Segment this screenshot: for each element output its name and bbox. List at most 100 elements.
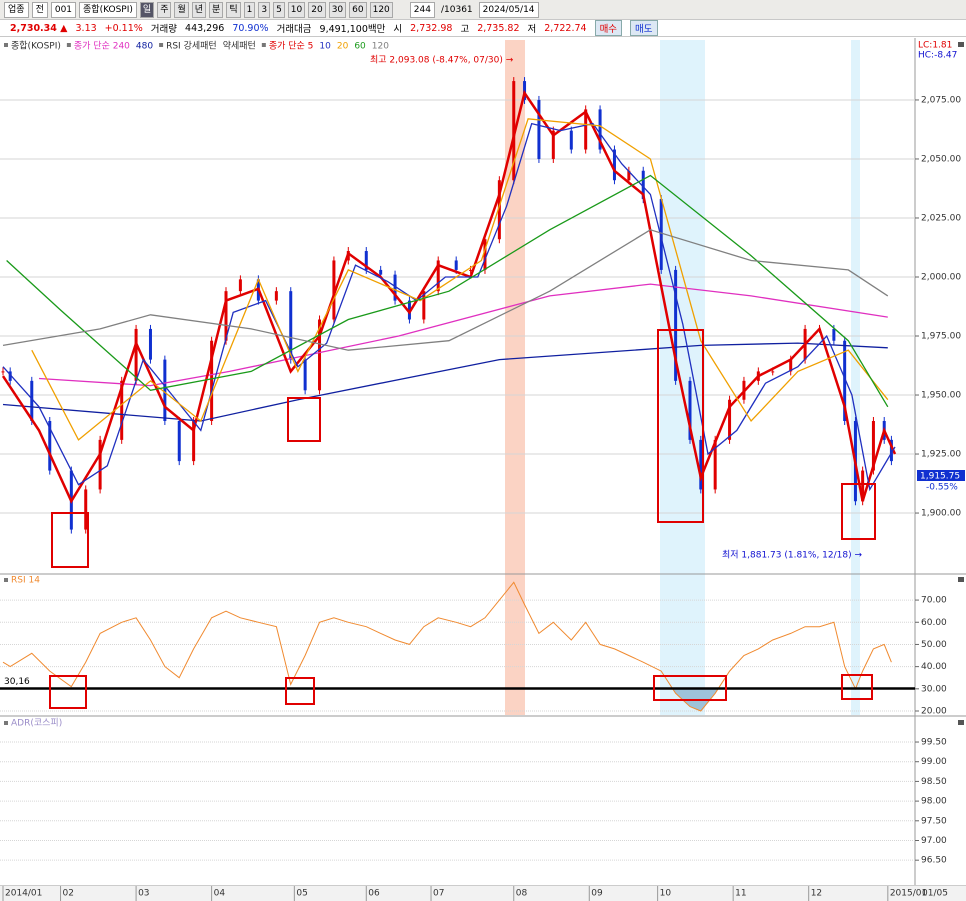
legend-bullet: [4, 578, 8, 582]
candle: [364, 251, 368, 270]
y-tick-label: 97.00: [921, 836, 947, 846]
candle: [569, 130, 573, 150]
candle: [98, 439, 102, 490]
candle: [318, 319, 322, 391]
quote-bar: 2,730.34 ▲ 3.13 +0.11% 거래량 443,296 70.90…: [0, 20, 966, 37]
legend-label: 종합(KOSPI): [11, 41, 61, 52]
x-tick-label: 06: [368, 889, 380, 899]
period-button[interactable]: 년: [191, 1, 207, 18]
x-end-label: 01/05: [922, 889, 948, 899]
x-tick-label: 02: [63, 889, 74, 899]
y-tick-label: 60.00: [921, 618, 947, 628]
sell-button[interactable]: 매도: [630, 20, 658, 36]
x-tick-label: 2014/01: [5, 889, 42, 899]
toolbar: 업종 전 001 종합(KOSPI) 일 주 월 년 분 틱 1 3 5 10 …: [0, 0, 966, 20]
candle: [163, 359, 167, 421]
candle: [436, 260, 440, 292]
highlight-box: [653, 675, 727, 701]
interval-button[interactable]: 30: [328, 1, 347, 18]
candle: [512, 81, 516, 181]
y-tick-label: 99.50: [921, 738, 947, 748]
market-select[interactable]: 업종: [4, 1, 29, 18]
x-tick-label: 05: [296, 889, 307, 899]
candle: [192, 420, 196, 462]
interval-button[interactable]: 120: [369, 1, 393, 18]
last-price-box: [917, 470, 965, 481]
candle: [303, 359, 307, 391]
candle: [289, 291, 293, 360]
y-tick-label: 2,050.00: [921, 154, 961, 164]
count-input[interactable]: 244: [409, 1, 435, 18]
interval-button[interactable]: 3: [258, 1, 271, 18]
x-tick-label: 04: [214, 889, 226, 899]
candle: [713, 439, 717, 490]
candle: [210, 340, 214, 421]
highlight-box: [657, 329, 704, 523]
legend-label: RSI 강세패턴: [166, 41, 217, 52]
candle: [523, 81, 527, 100]
ma-line: [2, 122, 896, 492]
scope-select[interactable]: 전: [31, 1, 48, 18]
period-button[interactable]: 틱: [226, 1, 241, 18]
ma-line: [2, 229, 889, 351]
y-tick-label: 98.50: [921, 777, 947, 787]
candle: [699, 439, 703, 490]
code-input[interactable]: 001: [50, 1, 77, 18]
highlight-box: [841, 483, 876, 540]
legend-label: 종가 단순 240: [74, 41, 130, 52]
period-button[interactable]: 주: [157, 1, 172, 18]
interval-button[interactable]: 1: [243, 1, 256, 18]
amount: 9,491,100백만: [319, 24, 386, 35]
legend-bullet: [4, 43, 8, 47]
candle: [832, 328, 836, 341]
y-tick-label: 2,025.00: [921, 213, 961, 223]
period-button[interactable]: 분: [209, 1, 224, 18]
candle: [789, 359, 793, 372]
signal-band: [505, 40, 525, 715]
candle: [393, 274, 397, 301]
candle: [497, 180, 501, 240]
period-button[interactable]: 일: [139, 1, 155, 18]
rate: +0.11%: [104, 22, 143, 34]
x-axis-bg: [0, 886, 966, 901]
interval-button[interactable]: 10: [287, 1, 306, 18]
candle: [551, 130, 555, 159]
y-tick-label: 20.00: [921, 707, 947, 717]
label: 거래량: [150, 24, 178, 35]
legend-label: 10: [319, 42, 331, 52]
interval-button[interactable]: 20: [308, 1, 326, 18]
name-field: 종합(KOSPI): [79, 1, 137, 18]
highlight-box: [49, 675, 87, 709]
y-tick-label: 96.50: [921, 856, 947, 866]
panel-title: RSI 14: [11, 576, 40, 586]
buy-button[interactable]: 매수: [594, 20, 623, 36]
candle: [454, 260, 458, 270]
x-tick-label: 11: [735, 889, 746, 899]
highlight-box: [51, 512, 89, 568]
candle: [627, 170, 631, 181]
legend-bullet: [159, 43, 164, 47]
candle: [224, 291, 228, 341]
highlight-box: [841, 674, 873, 700]
y-tick-label: 1,975.00: [921, 332, 961, 342]
ma-line: [6, 174, 889, 408]
y-tick-label: 1,950.00: [921, 391, 961, 401]
date-input[interactable]: 2024/05/14: [478, 1, 539, 18]
legend-label: 480: [136, 42, 153, 52]
last-rate: -0.55%: [926, 483, 958, 493]
candle: [48, 420, 52, 471]
y-tick-label: 2,000.00: [921, 272, 961, 282]
candle: [177, 420, 181, 462]
candle: [483, 239, 487, 270]
volume-rate: 70.90%: [232, 22, 269, 34]
x-tick-label: 07: [433, 889, 444, 899]
interval-button[interactable]: 60: [349, 1, 367, 18]
period-button[interactable]: 월: [174, 1, 189, 18]
chart-bg: [0, 38, 966, 901]
volume: 443,296: [185, 22, 225, 34]
ma-line: [31, 118, 889, 441]
candle: [1, 371, 5, 373]
x-tick-label: 12: [811, 889, 822, 899]
interval-button[interactable]: 5: [273, 1, 285, 18]
